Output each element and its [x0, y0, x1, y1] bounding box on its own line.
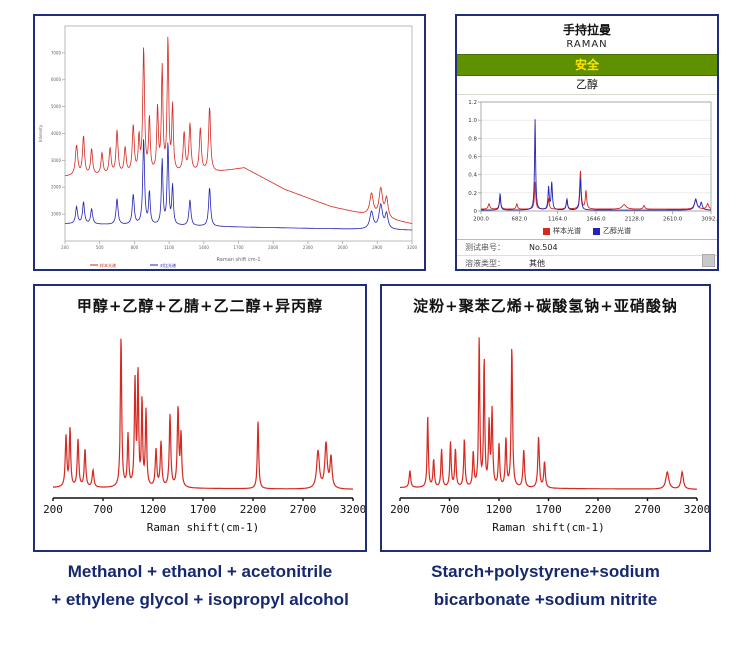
svg-text:0.6: 0.6 — [468, 154, 477, 160]
chart-legend: 样本光谱 乙醇光谱 — [457, 225, 717, 237]
legend-item-reference: 乙醇光谱 — [593, 226, 631, 236]
caption-line: bicarbonate +sodium nitrite — [433, 590, 658, 609]
svg-text:800: 800 — [131, 245, 139, 250]
svg-text:1700: 1700 — [190, 503, 217, 516]
chart-title-alcohol: 甲醇+乙醇+乙腈+乙二醇+异丙醇 — [76, 297, 324, 315]
svg-text:1200: 1200 — [140, 503, 167, 516]
panel-alcohol-mixture: 甲醇+乙醇+乙腈+乙二醇+异丙醇 200 700 1200 1700 2200 2700 3… — [33, 284, 367, 552]
svg-text:Intensity: Intensity — [38, 124, 43, 142]
app-match-chart: 200.0 682.0 1164.0 1646.0 2128.0 2610.0 3092.0… — [468, 100, 717, 223]
svg-text:1700: 1700 — [535, 503, 562, 516]
svg-text:0.8: 0.8 — [468, 136, 477, 142]
svg-text:1200: 1200 — [486, 503, 513, 516]
app-title: 手持拉曼 — [562, 23, 611, 37]
svg-text:200.0: 200.0 — [473, 217, 489, 223]
info-label: 测试串号： — [465, 243, 505, 252]
svg-text:1.2: 1.2 — [468, 100, 477, 106]
svg-text:2200: 2200 — [585, 503, 612, 516]
svg-text:0.2: 0.2 — [468, 191, 477, 197]
svg-text:2200: 2200 — [240, 503, 267, 516]
svg-text:2700: 2700 — [634, 503, 661, 516]
svg-text:1000: 1000 — [51, 212, 62, 217]
legend-label: 样本光谱 — [553, 227, 581, 235]
svg-text:3000: 3000 — [51, 158, 62, 163]
svg-text:5000: 5000 — [51, 104, 62, 109]
panel-raman-app: 手持拉曼 RAMAN 安全 乙醇 200.0 682.0 1164.0 1646.0 2… — [455, 14, 719, 271]
caption-alcohol-mixture: Methanol + ethanol + acetonitrile + ethy… — [28, 558, 372, 614]
sample-swatch-icon — [543, 227, 550, 235]
svg-text:对比光谱: 对比光谱 — [160, 262, 176, 268]
legend-item-sample: 样本光谱 — [543, 226, 581, 236]
svg-text:2900: 2900 — [372, 245, 383, 250]
svg-text:Raman shift(cm-1): Raman shift(cm-1) — [492, 521, 605, 534]
svg-text:3200: 3200 — [340, 503, 365, 516]
panel-overview-spectrum: 200 500 800 1100 1400 1700 2000 2300 2600 2900 320… — [33, 14, 426, 271]
svg-text:样本光谱: 样本光谱 — [100, 262, 116, 268]
svg-text:700: 700 — [93, 503, 113, 516]
svg-text:2000: 2000 — [268, 245, 279, 250]
svg-text:1.0: 1.0 — [468, 118, 477, 124]
svg-text:Raman shift cm-1: Raman shift cm-1 — [216, 257, 260, 263]
svg-text:700: 700 — [440, 503, 460, 516]
panel-powder-mixture: 淀粉+聚苯乙烯+碳酸氢钠+亚硝酸钠 200 700 1200 1700 2200 2700… — [380, 284, 711, 552]
svg-text:6000: 6000 — [51, 77, 62, 82]
svg-text:1164.0: 1164.0 — [548, 217, 568, 223]
svg-text:Raman shift(cm-1): Raman shift(cm-1) — [147, 521, 260, 534]
svg-text:1400: 1400 — [199, 245, 210, 250]
svg-text:2128.0: 2128.0 — [625, 217, 645, 223]
caption-powder-mixture: Starch+polystyrene+sodium bicarbonate +s… — [376, 558, 715, 614]
status-badge: 安全 — [457, 54, 717, 76]
chart-title-powder: 淀粉+聚苯乙烯+碳酸氢钠+亚硝酸钠 — [413, 297, 678, 315]
svg-text:2300: 2300 — [303, 245, 314, 250]
svg-text:2600: 2600 — [338, 245, 349, 250]
svg-text:3200: 3200 — [407, 245, 418, 250]
svg-text:3200: 3200 — [684, 503, 709, 516]
svg-text:7000: 7000 — [51, 50, 62, 55]
svg-text:1646.0: 1646.0 — [586, 217, 606, 223]
info-row-serial: 测试串号： No.504 — [457, 240, 717, 256]
substance-label: 乙醇 — [457, 76, 717, 95]
app-subtitle: RAMAN — [566, 39, 608, 50]
svg-text:682.0: 682.0 — [511, 217, 527, 223]
result-info-table: 测试串号： No.504 溶液类型： 其他 相似度： 99% — [457, 239, 717, 269]
reference-swatch-icon — [593, 227, 600, 235]
svg-text:4000: 4000 — [51, 131, 62, 136]
svg-text:1100: 1100 — [164, 245, 175, 250]
svg-text:3092.0: 3092.0 — [701, 217, 717, 223]
svg-text:1700: 1700 — [233, 245, 244, 250]
info-label: 溶液类型： — [465, 259, 505, 268]
caption-line: + ethylene glycol + isopropyl alcohol — [51, 590, 349, 609]
alcohol-mixture-chart: 200 700 1200 1700 2200 2700 3200 Raman shift(cm… — [43, 338, 365, 534]
svg-text:500: 500 — [96, 245, 104, 250]
scrollbar-corner[interactable] — [702, 254, 715, 267]
svg-text:2610.0: 2610.0 — [663, 217, 683, 223]
svg-text:200: 200 — [43, 503, 63, 516]
info-value: 其他 — [529, 259, 545, 268]
svg-text:0.4: 0.4 — [468, 173, 477, 179]
svg-text:2700: 2700 — [290, 503, 317, 516]
svg-text:200: 200 — [390, 503, 410, 516]
svg-text:200: 200 — [61, 245, 69, 250]
overview-spectrum-chart: 200 500 800 1100 1400 1700 2000 2300 2600 2900 320… — [38, 25, 418, 268]
info-row-type: 溶液类型： 其他 — [457, 256, 717, 269]
info-value: No.504 — [529, 243, 558, 252]
legend-label: 乙醇光谱 — [603, 227, 631, 235]
svg-text:2000: 2000 — [51, 185, 62, 190]
caption-line: Starch+polystyrene+sodium — [431, 562, 660, 581]
svg-text:0: 0 — [474, 209, 478, 215]
powder-mixture-chart: 200 700 1200 1700 2200 2700 3200 Raman shift(cm… — [390, 337, 709, 534]
caption-line: Methanol + ethanol + acetonitrile — [67, 562, 333, 581]
